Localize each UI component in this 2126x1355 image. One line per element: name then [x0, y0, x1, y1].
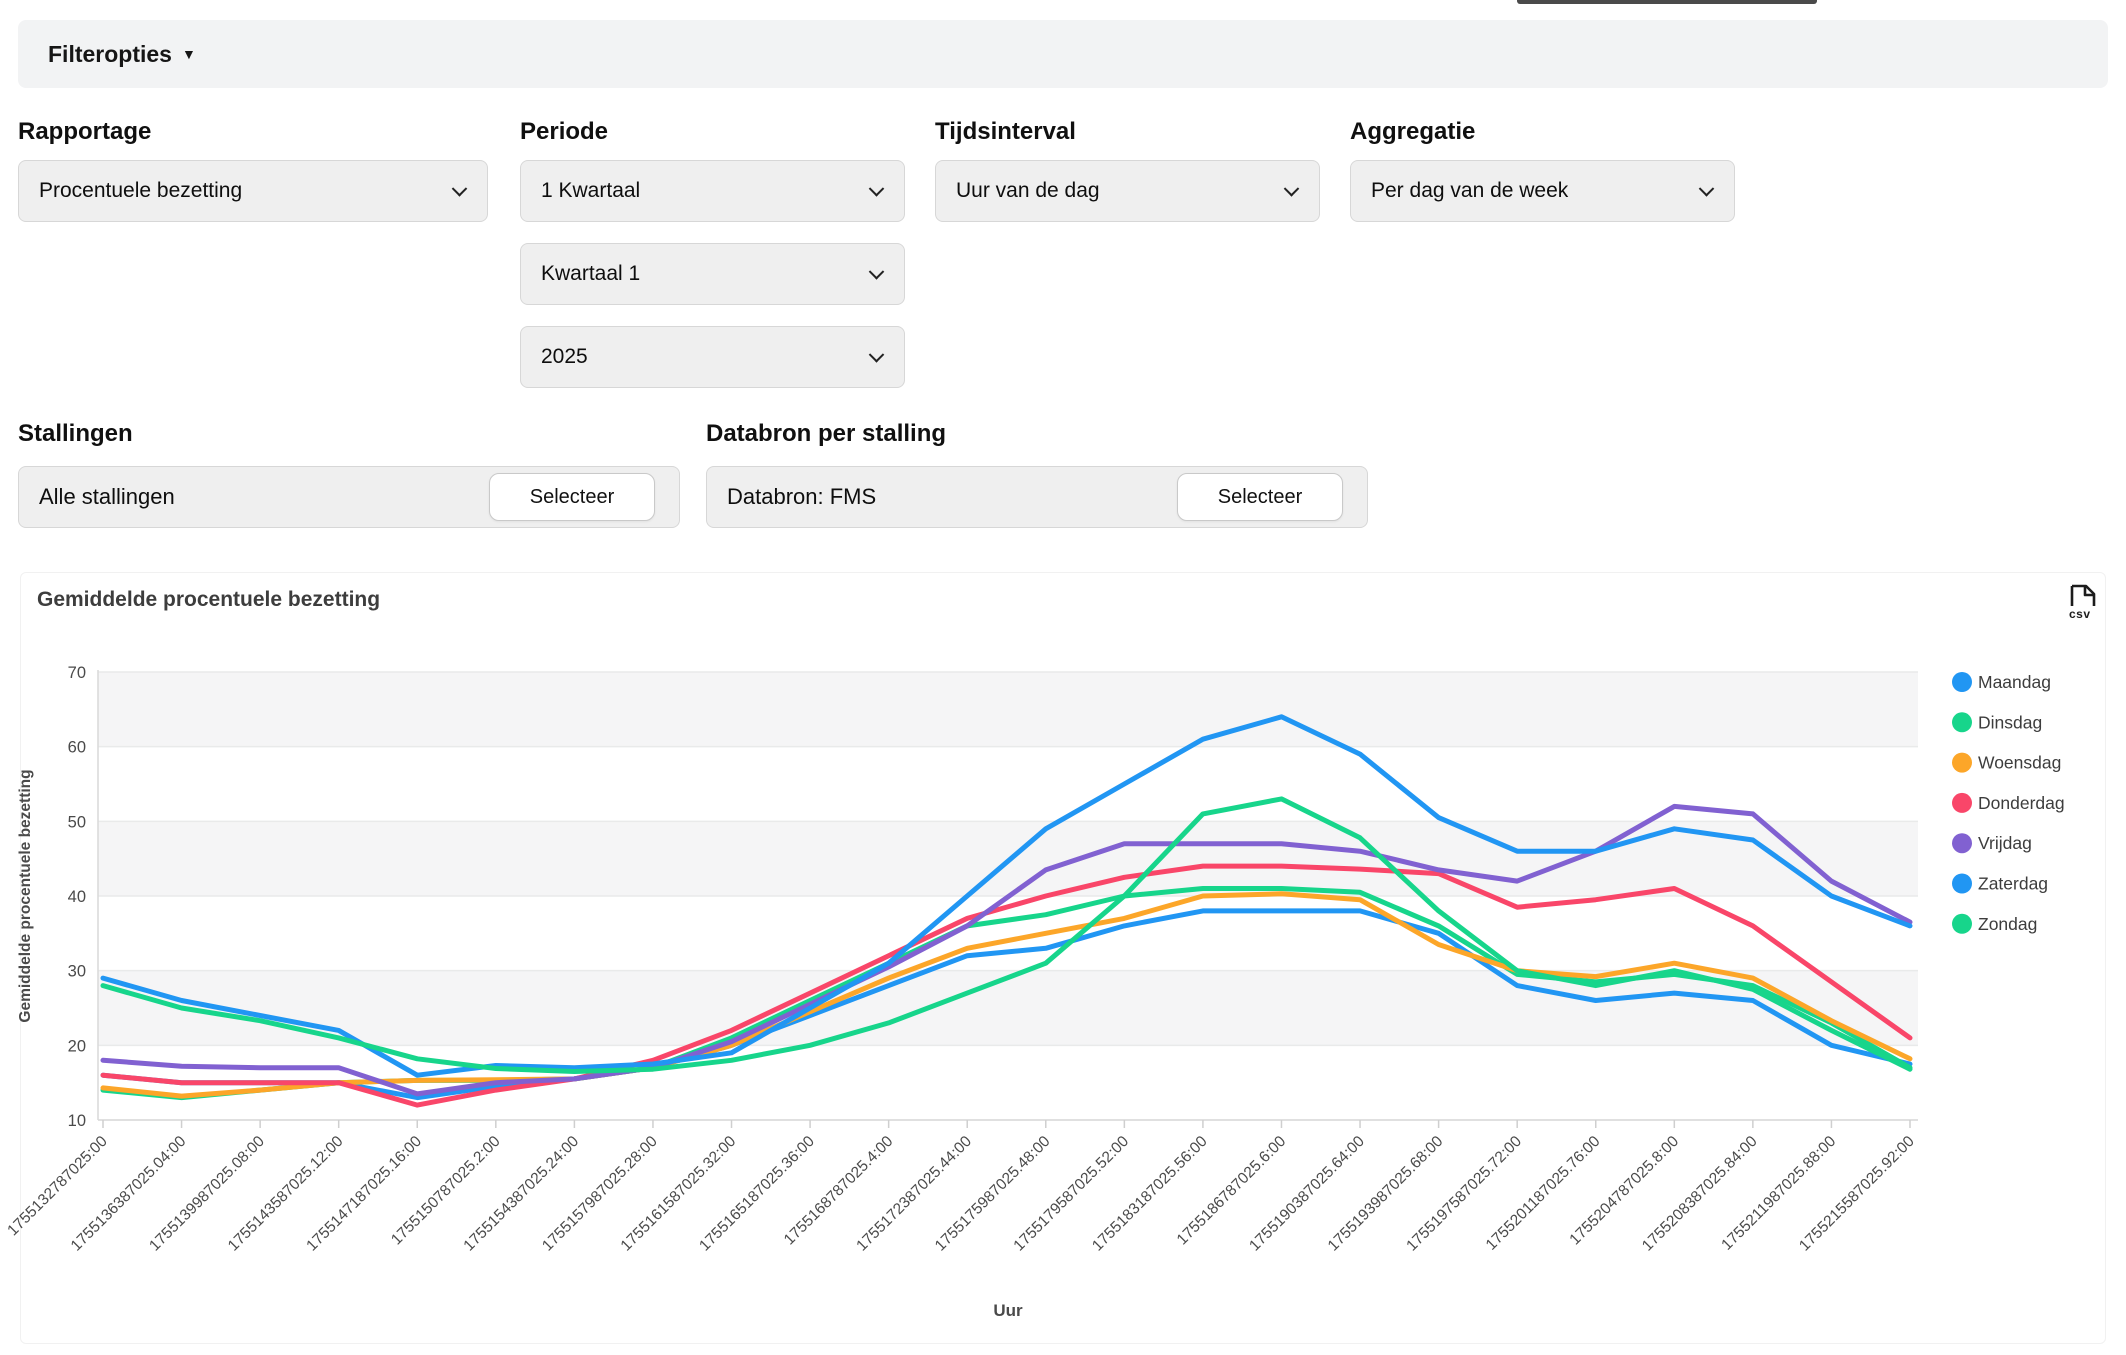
legend-label: Woensdag [1978, 753, 2061, 773]
filteropties-label: Filteropties [48, 40, 172, 67]
legend-item-woensdag[interactable]: Woensdag [1952, 752, 2061, 773]
legend-swatch [1952, 672, 1972, 692]
series-line-zaterdag [100, 714, 1913, 1078]
legend-swatch [1952, 873, 1972, 894]
series-line-vrijdag [100, 803, 1913, 1097]
legend-label: Zaterdag [1978, 874, 2048, 894]
y-tick-label: 30 [68, 963, 86, 981]
legend-item-maandag[interactable]: Maandag [1952, 672, 2051, 692]
y-tick-label: 40 [68, 888, 86, 906]
occupancy-chart: 70 60 50 40 30 20 10 1755132787025:00 1755136387… [0, 580, 2126, 1350]
series-line-woensdag [100, 891, 1913, 1099]
y-axis-title: Gemiddelde procentuele bezetting [17, 769, 34, 1022]
tijdsinterval-select[interactable]: Uur van de dag [935, 160, 1320, 222]
chevron-down-icon: ▼ [181, 46, 196, 62]
legend-swatch [1952, 792, 1972, 813]
periode-select[interactable]: 1 Kwartaal [520, 160, 905, 222]
legend-item-dinsdag[interactable]: Dinsdag [1952, 712, 2042, 733]
chevron-down-icon [451, 181, 468, 197]
databron-value: Databron: FMS [727, 484, 877, 509]
svg-text:csv: csv [2069, 607, 2091, 620]
legend-swatch [1952, 752, 1972, 773]
legend-label: Donderdag [1978, 793, 2065, 813]
tijdsinterval-label: Tijdsinterval [935, 118, 1076, 145]
rapportage-select-value: Procentuele bezetting [39, 179, 243, 202]
y-tick-label: 20 [68, 1037, 86, 1055]
rapportage-select[interactable]: Procentuele bezetting [18, 160, 488, 222]
series-line-donderdag [100, 863, 1913, 1108]
legend-label: Vrijdag [1978, 833, 2032, 853]
legend-label: Maandag [1978, 672, 2051, 692]
chart-svg: 706050403020101755132787025:001755136387… [4, 664, 2065, 1320]
csv-export-icon[interactable]: csv [2066, 584, 2100, 621]
periode-label: Periode [520, 118, 609, 145]
chart-title: Gemiddelde procentuele bezetting [37, 588, 381, 611]
legend-item-zondag[interactable]: Zondag [1952, 913, 2037, 934]
stallingen-selecteer-button[interactable]: Selecteer [489, 473, 655, 521]
rapportage-label: Rapportage [18, 118, 152, 145]
periode-select-value: 1 Kwartaal [541, 179, 641, 202]
series-line-zondag [100, 796, 1913, 1074]
legend-swatch [1952, 833, 1972, 854]
legend-swatch [1952, 712, 1972, 733]
grid-band [98, 970, 1918, 1046]
chevron-down-icon [1283, 181, 1300, 197]
x-axis-title: Uur [993, 1301, 1023, 1320]
jaar-select-value: 2025 [541, 345, 588, 368]
y-tick-label: 70 [68, 664, 86, 682]
y-tick-label: 10 [68, 1112, 86, 1130]
filteropties-toggle[interactable]: Filteropties ▼ [18, 20, 2108, 88]
legend-label: Zondag [1978, 914, 2037, 934]
legend-label: Dinsdag [1978, 712, 2042, 732]
aggregatie-select-value: Per dag van de week [1371, 179, 1569, 202]
kwartaal-select[interactable]: Kwartaal 1 [520, 243, 905, 305]
jaar-select[interactable]: 2025 [520, 326, 905, 388]
legend-swatch [1952, 913, 1972, 934]
legend-item-vrijdag[interactable]: Vrijdag [1952, 833, 2032, 854]
series-line-maandag [100, 908, 1913, 1101]
grid-band [98, 672, 1918, 747]
chevron-down-icon [868, 264, 885, 280]
top-edge-strip [1517, 0, 1817, 4]
databron-label: Databron per stalling [706, 420, 947, 447]
stallingen-value: Alle stallingen [39, 484, 175, 509]
y-tick-label: 60 [68, 739, 86, 757]
chevron-down-icon [868, 181, 885, 197]
chevron-down-icon [868, 347, 885, 363]
databron-selecteer-button[interactable]: Selecteer [1177, 473, 1343, 521]
y-tick-label: 50 [68, 813, 86, 831]
chevron-down-icon [1698, 181, 1715, 197]
aggregatie-label: Aggregatie [1350, 118, 1476, 145]
tijdsinterval-select-value: Uur van de dag [956, 179, 1100, 202]
legend-item-donderdag[interactable]: Donderdag [1952, 792, 2065, 813]
legend-item-zaterdag[interactable]: Zaterdag [1952, 873, 2048, 894]
stallingen-label: Stallingen [18, 420, 133, 447]
kwartaal-select-value: Kwartaal 1 [541, 262, 641, 285]
aggregatie-select[interactable]: Per dag van de week [1350, 160, 1735, 222]
